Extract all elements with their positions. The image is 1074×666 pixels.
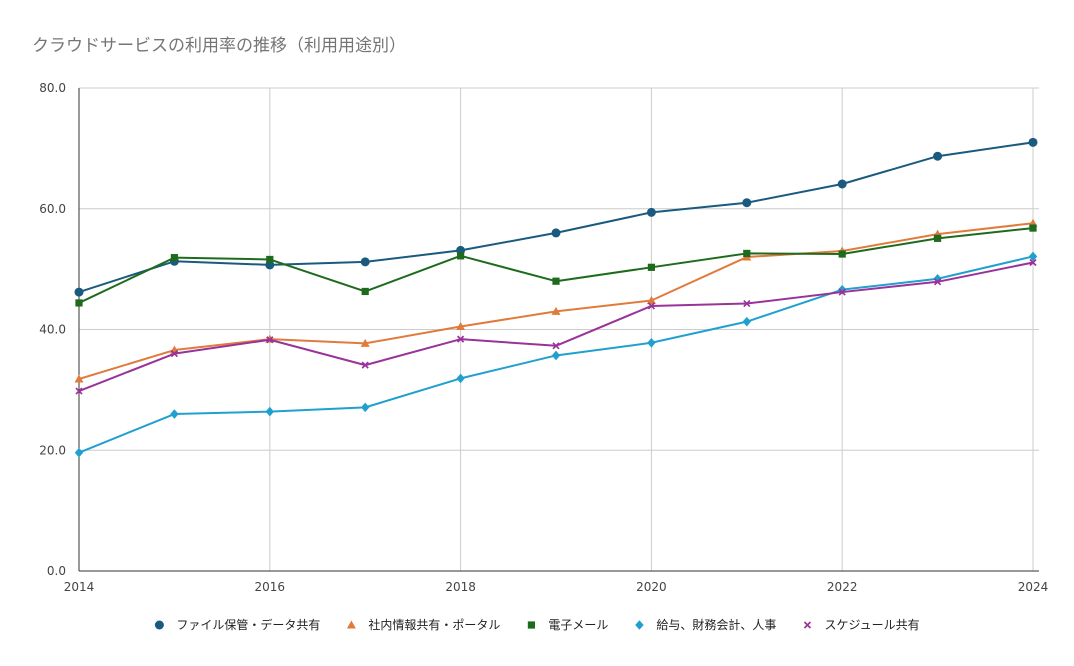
y-tick-label: 60.0 <box>39 202 66 216</box>
y-tick-label: 80.0 <box>39 81 66 95</box>
series-4 <box>74 251 1038 458</box>
series-2 <box>74 218 1038 383</box>
data-point <box>933 151 943 161</box>
data-point <box>934 234 942 242</box>
data-point <box>361 287 369 296</box>
legend-label: 給与、財務会計、人事 <box>656 617 776 632</box>
data-point <box>837 179 847 189</box>
data-point <box>170 409 179 419</box>
legend-marker <box>154 620 164 630</box>
legend-item-2: 社内情報共有・ポータル <box>346 617 500 632</box>
legend-item-4: 給与、財務会計、人事 <box>635 617 776 632</box>
data-point <box>74 287 84 297</box>
legend-marker <box>527 621 536 629</box>
legend: ファイル保管・データ共有 社内情報共有・ポータル 電子メール 給与、財務会計、人事 スケ… <box>154 617 920 632</box>
series-line <box>78 141 1034 294</box>
data-point <box>170 254 178 262</box>
legend-marker <box>803 621 812 629</box>
x-tick-label: 2014 <box>64 580 95 594</box>
data-point <box>647 337 656 348</box>
x-tick-label: 2016 <box>255 580 286 594</box>
data-point <box>266 255 274 264</box>
data-point <box>1029 258 1037 267</box>
x-tick-label: 2020 <box>636 580 667 594</box>
data-point <box>552 277 560 285</box>
series-3 <box>75 224 1037 307</box>
data-point <box>838 250 846 258</box>
data-point <box>360 338 370 347</box>
data-point <box>933 278 942 286</box>
data-point <box>1029 224 1037 232</box>
data-point <box>1028 251 1038 262</box>
data-point <box>456 335 465 343</box>
gridlines <box>79 87 1039 571</box>
data-point <box>456 373 465 384</box>
data-point <box>1028 137 1038 147</box>
data-point <box>838 288 846 296</box>
data-point <box>552 342 560 350</box>
data-point <box>551 306 561 315</box>
data-point <box>743 299 751 308</box>
data-point <box>647 302 656 310</box>
data-point <box>360 257 370 267</box>
data-point <box>265 406 274 417</box>
legend-label: 社内情報共有・ポータル <box>368 617 500 632</box>
legend-label: 電子メール <box>548 618 608 632</box>
legend-label: スケジュール共有 <box>824 618 919 632</box>
data-point <box>74 447 84 458</box>
axes: 0.0 20.0 40.0 60.0 80.0 2014 2016 2018 2020 2022 2… <box>39 81 1048 594</box>
data-point <box>361 402 370 413</box>
data-point <box>361 361 369 369</box>
data-point <box>742 316 751 327</box>
legend-label: ファイル保管・データ共有 <box>176 617 320 632</box>
data-point <box>551 228 561 238</box>
x-tick-label: 2022 <box>827 580 858 594</box>
data-point <box>74 374 84 383</box>
data-point <box>75 387 83 395</box>
data-point <box>742 198 752 208</box>
data-point <box>646 296 656 305</box>
y-tick-label: 40.0 <box>39 323 66 337</box>
data-point <box>75 299 83 307</box>
y-tick-label: 0.0 <box>47 564 66 578</box>
data-point <box>743 249 751 258</box>
chart-title: クラウドサービスの利用率の推移（利用用途別） <box>32 36 406 56</box>
series-5 <box>75 258 1037 395</box>
legend-item-1: ファイル保管・データ共有 <box>154 617 320 632</box>
series-group <box>74 137 1038 458</box>
data-point <box>457 252 465 260</box>
data-point <box>266 336 274 344</box>
x-tick-label: 2018 <box>445 580 476 594</box>
data-point <box>647 263 655 271</box>
data-point <box>646 207 656 217</box>
x-tick-label: 2024 <box>1018 580 1049 594</box>
data-point <box>170 350 179 358</box>
legend-marker <box>635 620 644 630</box>
series-line <box>78 227 1034 304</box>
legend-item-5: スケジュール共有 <box>803 618 920 632</box>
series-1 <box>74 137 1038 297</box>
data-point <box>551 350 561 361</box>
legend-marker <box>346 620 356 629</box>
data-point <box>456 321 466 330</box>
y-tick-label: 20.0 <box>39 443 66 457</box>
data-point <box>838 284 847 295</box>
legend-item-3: 電子メール <box>527 618 608 632</box>
